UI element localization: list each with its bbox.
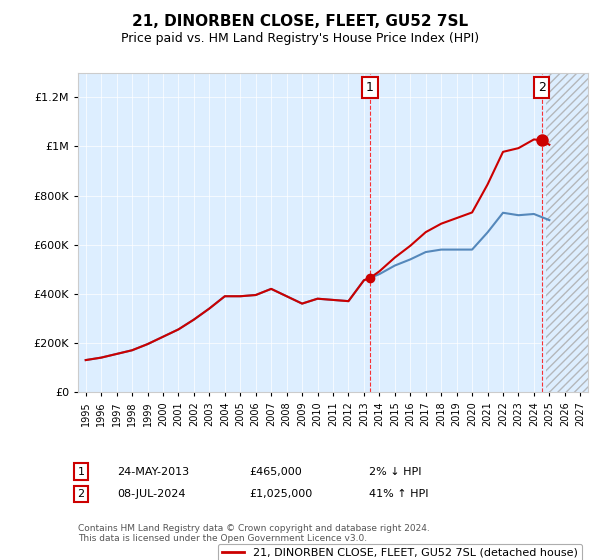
Text: 2: 2 <box>538 81 545 94</box>
Text: £465,000: £465,000 <box>249 466 302 477</box>
Text: 1: 1 <box>77 466 85 477</box>
Bar <box>545 73 596 392</box>
Text: Contains HM Land Registry data © Crown copyright and database right 2024.
This d: Contains HM Land Registry data © Crown c… <box>78 524 430 543</box>
Text: 24-MAY-2013: 24-MAY-2013 <box>117 466 189 477</box>
Text: 2: 2 <box>77 489 85 499</box>
Text: £1,025,000: £1,025,000 <box>249 489 312 499</box>
Text: 2% ↓ HPI: 2% ↓ HPI <box>369 466 421 477</box>
Text: 21, DINORBEN CLOSE, FLEET, GU52 7SL: 21, DINORBEN CLOSE, FLEET, GU52 7SL <box>132 14 468 29</box>
Legend: 21, DINORBEN CLOSE, FLEET, GU52 7SL (detached house), HPI: Average price, detach: 21, DINORBEN CLOSE, FLEET, GU52 7SL (det… <box>218 544 583 560</box>
Text: Price paid vs. HM Land Registry's House Price Index (HPI): Price paid vs. HM Land Registry's House … <box>121 32 479 45</box>
Text: 08-JUL-2024: 08-JUL-2024 <box>117 489 185 499</box>
Text: 41% ↑ HPI: 41% ↑ HPI <box>369 489 428 499</box>
Text: 1: 1 <box>366 81 374 94</box>
